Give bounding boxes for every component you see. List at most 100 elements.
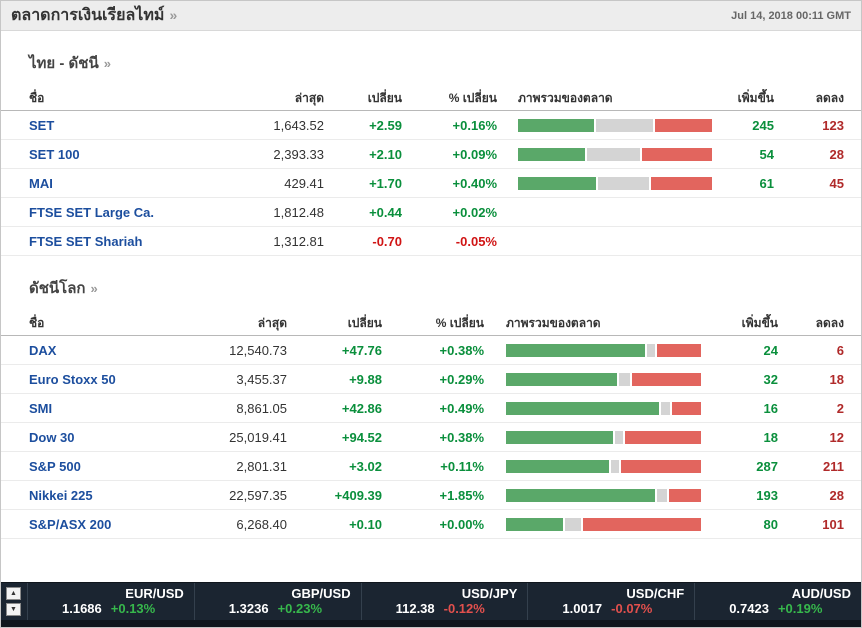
- column-header-overview: ภาพรวมของตลาด: [518, 91, 613, 105]
- last-price: 1,312.81: [273, 233, 324, 249]
- change-value: +0.10: [349, 516, 382, 532]
- index-link[interactable]: MAI: [29, 175, 53, 191]
- advancers-bar-segment: [506, 430, 613, 444]
- column-header-change: เปลี่ยน: [347, 316, 382, 330]
- unchanged-bar-segment: [596, 118, 653, 132]
- decliners-bar-segment: [655, 118, 712, 132]
- market-overview-cell: [497, 147, 718, 161]
- change-value: +1.70: [369, 175, 402, 191]
- decliners-bar-segment: [651, 176, 712, 190]
- market-overview-cell: [484, 430, 706, 444]
- ticker-scroll-up-button[interactable]: ▲: [6, 587, 21, 600]
- decliners-bar-segment: [672, 401, 701, 415]
- pair-quote: 1.3236 +0.23%: [205, 601, 351, 616]
- index-link[interactable]: DAX: [29, 342, 57, 358]
- market-overview-bar: [518, 176, 712, 190]
- pair-change-percent: +0.23%: [277, 601, 323, 616]
- decliners-bar-segment: [641, 147, 712, 161]
- ticker-scroll-down-button[interactable]: ▼: [6, 603, 21, 616]
- decliners-count: 28: [829, 487, 844, 503]
- advancers-bar-segment: [506, 372, 617, 386]
- pair-change-percent: +0.13%: [110, 601, 156, 616]
- index-link[interactable]: Nikkei 225: [29, 487, 93, 503]
- last-price: 2,801.31: [236, 458, 287, 474]
- pair-change-percent: -0.12%: [443, 601, 485, 616]
- market-overview-bar: [506, 343, 701, 357]
- column-header-name: ชื่อ: [29, 316, 45, 330]
- decliners-count: 101: [822, 516, 844, 532]
- advancers-count: 54: [759, 146, 774, 162]
- index-link[interactable]: Dow 30: [29, 429, 75, 445]
- fx-pair-aud-usd[interactable]: AUD/USD 0.7423 +0.19%: [694, 583, 861, 620]
- advancers-bar-segment: [518, 147, 585, 161]
- column-header-advancers: เพิ่มขึ้น: [737, 91, 774, 105]
- index-link[interactable]: S&P 500: [29, 458, 81, 474]
- advancers-bar-segment: [506, 488, 655, 502]
- chevron-right-icon: »: [103, 56, 111, 71]
- market-overview-cell: [497, 206, 718, 219]
- pair-change-percent: -0.07%: [611, 601, 653, 616]
- section-title-text: ดัชนีโลก: [29, 280, 86, 297]
- market-overview-cell: [484, 488, 706, 502]
- unchanged-bar-segment: [647, 343, 656, 357]
- fx-pair-usd-chf[interactable]: USD/CHF 1.0017 -0.07%: [527, 583, 694, 620]
- pair-name: EUR/USD: [125, 586, 184, 601]
- table-row: S&P/ASX 200 6,268.40 +0.10 +0.00% 80 101: [1, 510, 861, 539]
- market-overview-cell: [484, 343, 706, 357]
- change-value: +94.52: [341, 429, 382, 445]
- unchanged-bar-segment: [611, 459, 619, 473]
- fx-pair-gbp-usd[interactable]: GBP/USD 1.3236 +0.23%: [193, 583, 361, 620]
- main-content: ไทย - ดัชนี » ชื่อ ล่าสุด เปลี่ยน % เปลี่…: [1, 31, 861, 582]
- unchanged-bar-segment: [656, 488, 667, 502]
- advancers-count: 61: [759, 175, 774, 191]
- table-row: SET 1,643.52 +2.59 +0.16% 245 123: [1, 111, 861, 140]
- unchanged-bar-segment: [597, 176, 650, 190]
- market-overview-cell: [484, 372, 706, 386]
- table-row: SET 100 2,393.33 +2.10 +0.09% 54 28: [1, 140, 861, 169]
- table-row: SMI 8,861.05 +42.86 +0.49% 16 2: [1, 394, 861, 423]
- section-title-thai-indices[interactable]: ไทย - ดัชนี »: [29, 51, 861, 75]
- timestamp: Jul 14, 2018 00:11 GMT: [731, 9, 851, 22]
- unchanged-bar-segment: [618, 372, 631, 386]
- decliners-bar-segment: [582, 517, 701, 531]
- last-price: 22,597.35: [229, 487, 287, 503]
- advancers-bar-segment: [506, 343, 646, 357]
- pair-value: 0.7423: [729, 601, 769, 616]
- fx-pair-eur-usd[interactable]: EUR/USD 1.1686 +0.13%: [27, 583, 194, 620]
- change-percent: +0.40%: [452, 175, 497, 191]
- last-price: 25,019.41: [229, 429, 287, 445]
- world-indices-table: ชื่อ ล่าสุด เปลี่ยน % เปลี่ยน ภาพรวมของต…: [1, 312, 861, 539]
- pair-name: USD/JPY: [461, 586, 518, 601]
- advancers-count: 18: [763, 429, 778, 445]
- decliners-count: 211: [823, 458, 844, 474]
- change-percent: +0.38%: [439, 429, 484, 445]
- index-link[interactable]: FTSE SET Large Ca.: [29, 204, 154, 220]
- column-header-change: เปลี่ยน: [367, 91, 402, 105]
- ticker-arrows: ▲ ▼: [1, 583, 27, 620]
- advancers-count: 16: [763, 400, 778, 416]
- market-overview-cell: [484, 401, 706, 415]
- market-overview-cell: [497, 235, 718, 248]
- index-link[interactable]: Euro Stoxx 50: [29, 371, 116, 387]
- chevron-right-icon: »: [90, 281, 98, 296]
- index-link[interactable]: SET 100: [29, 146, 80, 162]
- table-header-row: ชื่อ ล่าสุด เปลี่ยน % เปลี่ยน ภาพรวมของต…: [1, 312, 861, 336]
- widget-title-link[interactable]: ตลาดการเงินเรียลไทม์»: [11, 3, 177, 28]
- index-link[interactable]: FTSE SET Shariah: [29, 233, 143, 249]
- pair-quote: 112.38 -0.12%: [372, 601, 518, 616]
- column-header-name: ชื่อ: [29, 91, 45, 105]
- table-row: FTSE SET Large Ca. 1,812.48 +0.44 +0.02%: [1, 198, 861, 227]
- change-percent: +0.29%: [439, 371, 484, 387]
- last-price: 12,540.73: [229, 342, 287, 358]
- advancers-count: 32: [763, 371, 778, 387]
- column-header-decliners: ลดลง: [815, 91, 844, 105]
- market-overview-bar: [506, 372, 702, 386]
- section-title-world-indices[interactable]: ดัชนีโลก »: [29, 276, 861, 300]
- fx-pair-usd-jpy[interactable]: USD/JPY 112.38 -0.12%: [360, 583, 528, 620]
- widget-header: ตลาดการเงินเรียลไทม์» Jul 14, 2018 00:11…: [1, 1, 861, 31]
- index-link[interactable]: SET: [29, 117, 55, 133]
- table-row: Nikkei 225 22,597.35 +409.39 +1.85% 193 …: [1, 481, 861, 510]
- index-link[interactable]: S&P/ASX 200: [29, 516, 112, 532]
- index-link[interactable]: SMI: [29, 400, 53, 416]
- pair-value: 112.38: [395, 601, 435, 616]
